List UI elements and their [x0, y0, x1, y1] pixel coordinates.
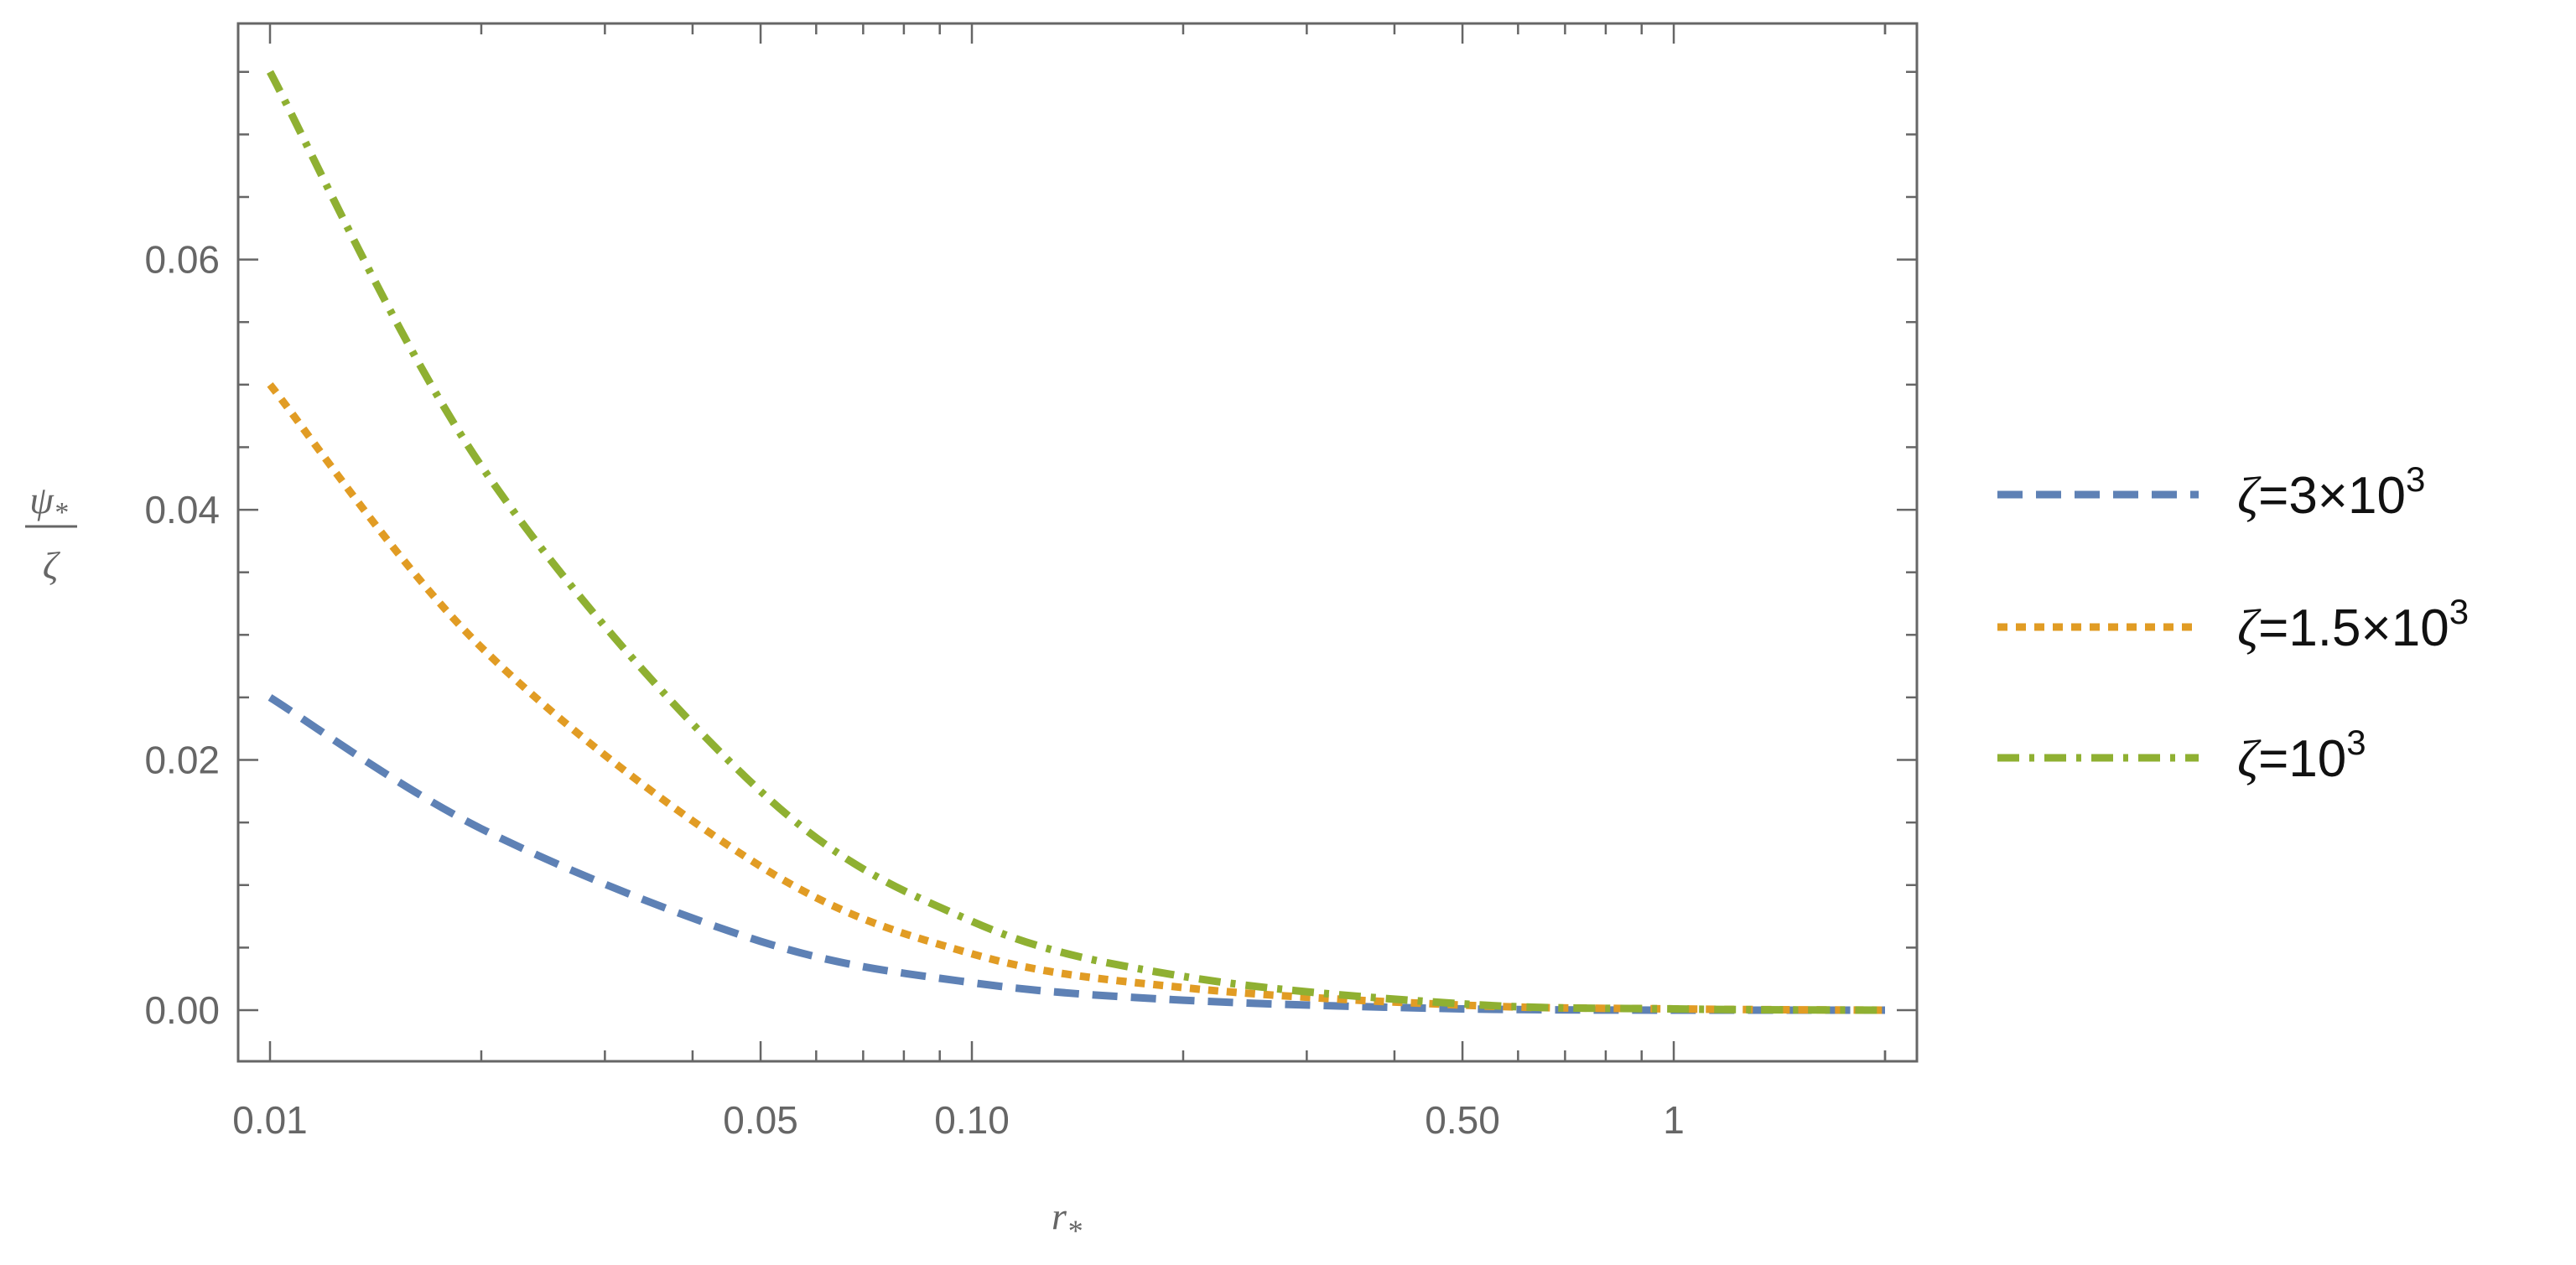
legend-item-1: ζ=3×103	[1997, 459, 2425, 525]
legend-zeta-symbol: ζ	[2237, 600, 2262, 657]
plot-frame	[236, 22, 1919, 1063]
legend-zeta-symbol: ζ	[2237, 468, 2262, 525]
y-axis-label-denominator: ζ	[43, 544, 61, 587]
y-tick-label: 0.00	[144, 988, 220, 1032]
x-axis-label-subscript: *	[1067, 1214, 1082, 1247]
legend-mantissa: =3×10	[2258, 467, 2406, 525]
legend-label: ζ=103	[2237, 723, 2366, 788]
y-axis-label-subscript: *	[54, 497, 68, 528]
legend-exponent: 3	[2346, 723, 2366, 762]
legend-item-2: ζ=1.5×103	[1997, 592, 2469, 657]
x-axis-label: r*	[1052, 1195, 1082, 1247]
y-axis-ticks	[238, 70, 1917, 1012]
legend-mantissa: =10	[2258, 730, 2346, 788]
legend-exponent: 3	[2406, 459, 2425, 499]
x-axis-label-base: r	[1052, 1195, 1067, 1237]
y-tick-label: 0.02	[144, 739, 220, 782]
x-tick-label: 0.01	[232, 1098, 308, 1142]
legend-label: ζ=3×103	[2237, 459, 2425, 525]
x-tick-label: 0.50	[1425, 1098, 1500, 1142]
x-tick-label: 0.05	[723, 1098, 798, 1142]
legend-label: ζ=1.5×103	[2237, 592, 2469, 657]
series-line-2	[267, 381, 1886, 1014]
y-tick-label: 0.04	[144, 488, 220, 531]
x-axis-ticks	[268, 23, 1887, 1061]
x-tick-label: 0.10	[934, 1098, 1010, 1142]
legend-zeta-symbol: ζ	[2237, 731, 2262, 788]
legend-exponent: 3	[2449, 592, 2469, 631]
series-line-1	[267, 694, 1885, 1014]
y-axis-label-psi: ψ	[29, 479, 55, 521]
y-tick-label: 0.06	[144, 238, 220, 282]
x-tick-label: 1	[1663, 1098, 1685, 1142]
y-axis-label-numerator: ψ*	[29, 479, 68, 528]
legend-item-3: ζ=103	[1997, 723, 2366, 788]
series-line-3	[267, 70, 1886, 1014]
legend-mantissa: =1.5×10	[2258, 599, 2449, 657]
